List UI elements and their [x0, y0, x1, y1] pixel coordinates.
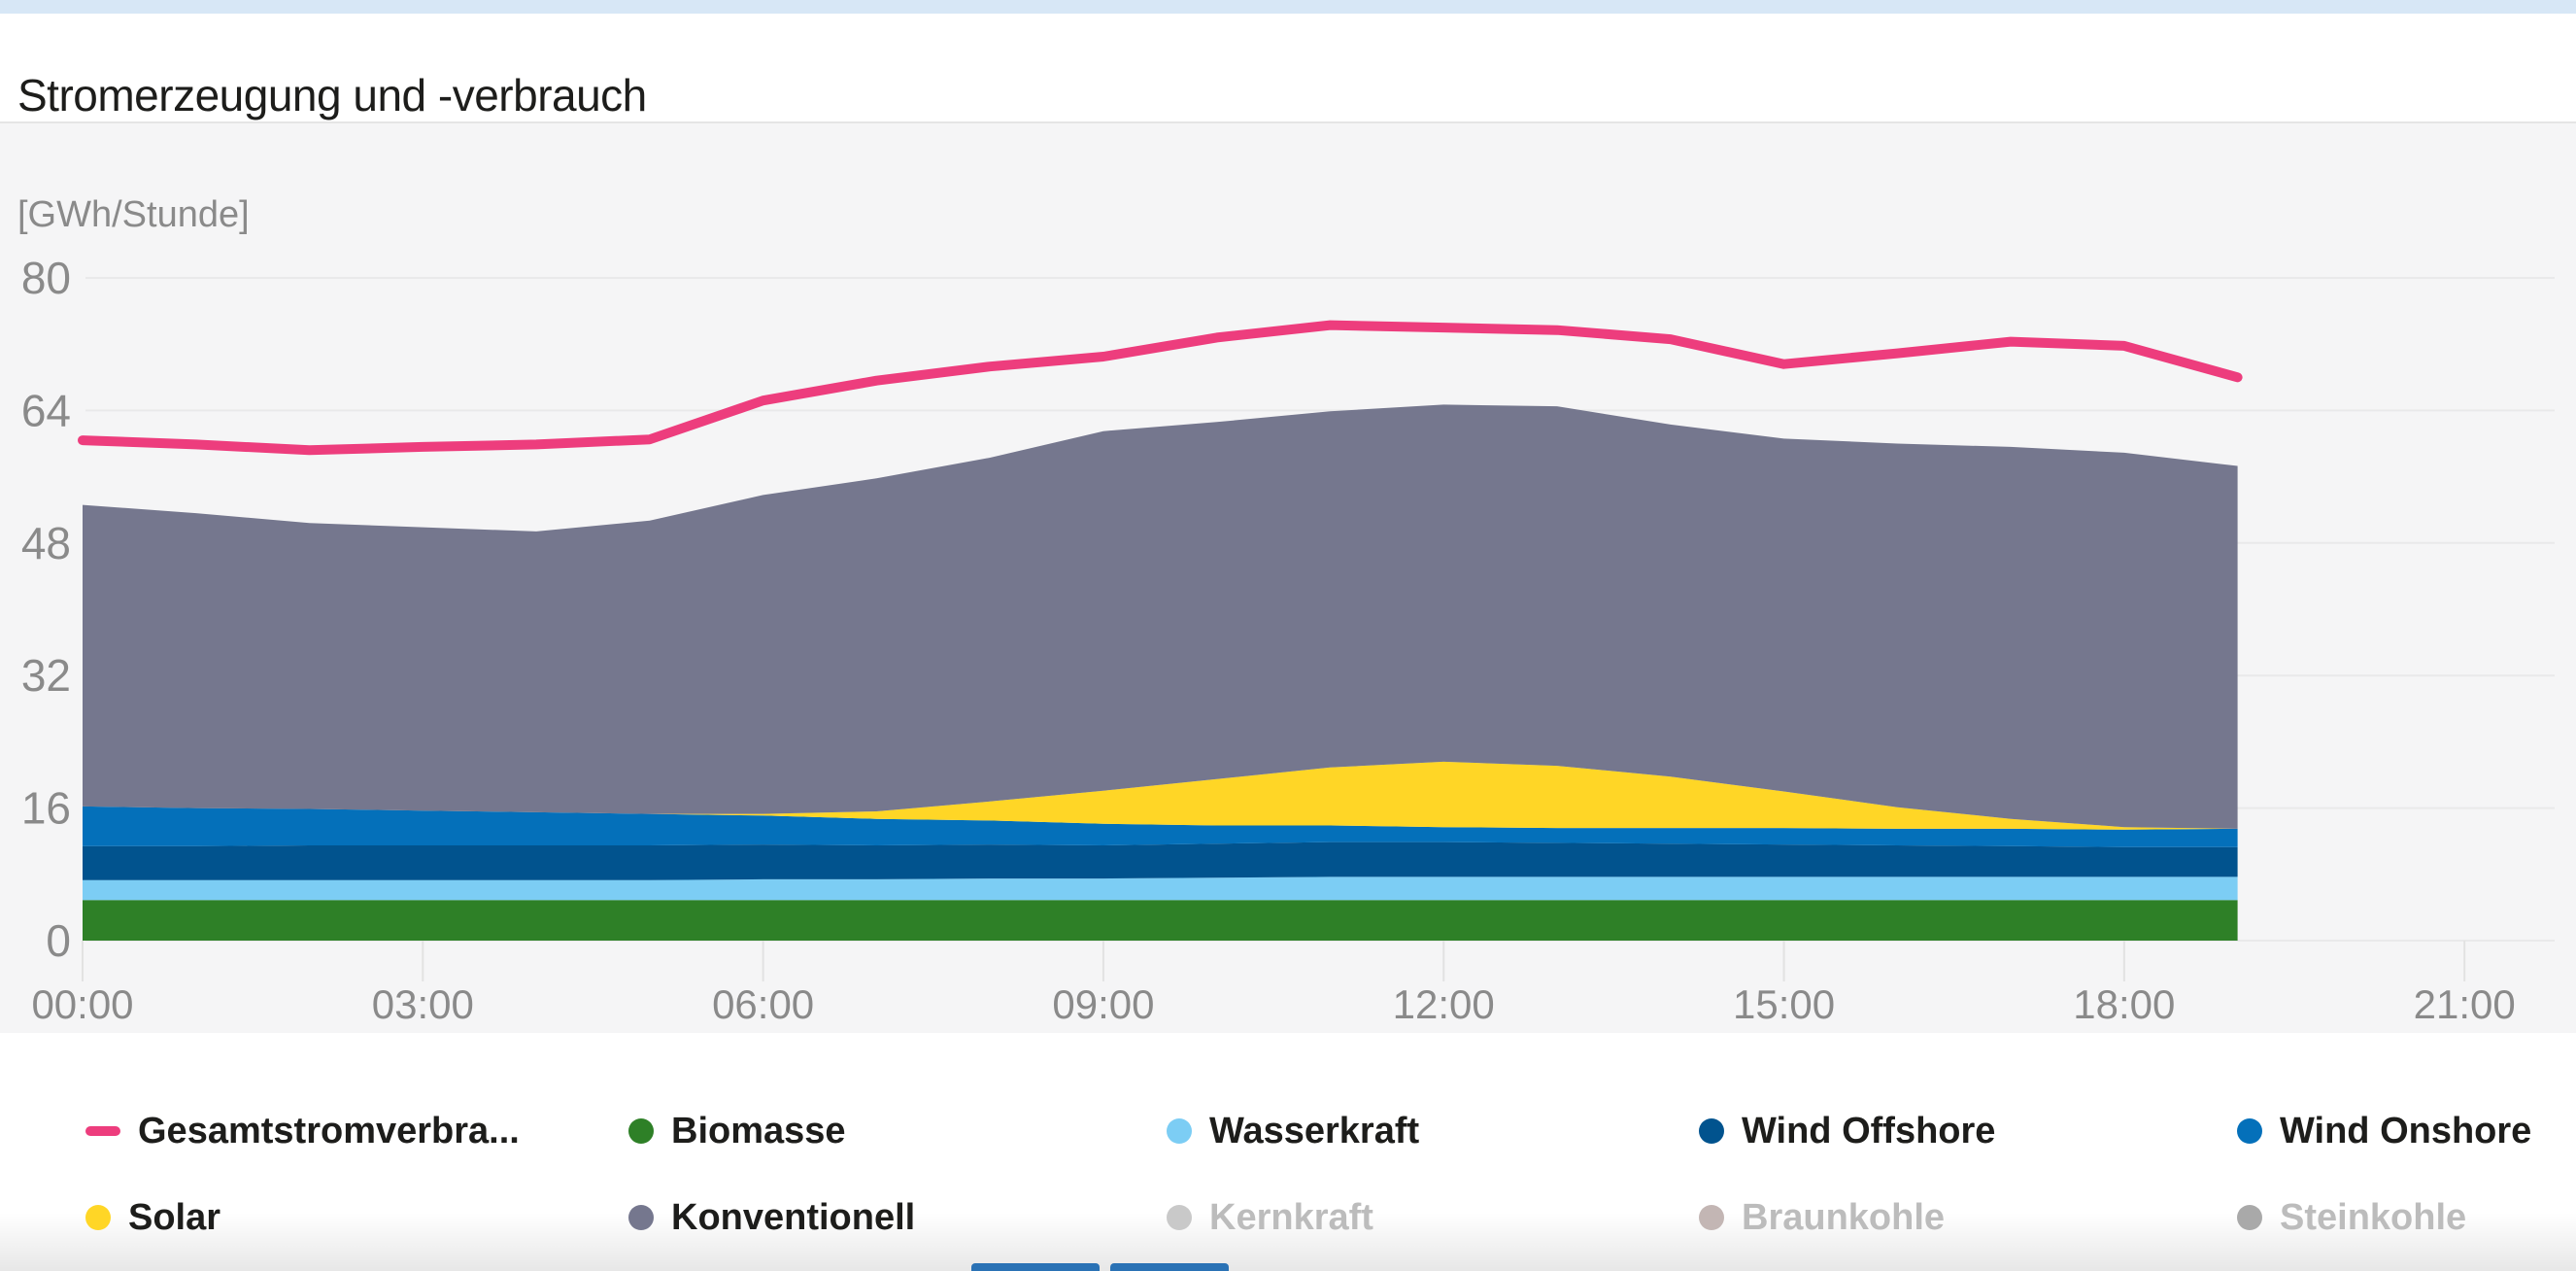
page-title: Stromerzeugung und -verbrauch	[17, 69, 647, 120]
legend-label: Kernkraft	[1209, 1196, 1373, 1238]
legend-marker-icon	[628, 1118, 654, 1144]
bottom-fade	[0, 1213, 2576, 1271]
legend-item-biomasse[interactable]: Biomasse	[628, 1108, 846, 1154]
legend-marker-icon	[1699, 1118, 1724, 1144]
legend-marker-icon	[85, 1126, 120, 1136]
legend-item-gesamtstromverbra[interactable]: Gesamtstromverbra...	[85, 1108, 520, 1154]
y-axis-unit-label: [GWh/Stunde]	[17, 194, 250, 235]
legend-marker-icon	[1167, 1205, 1192, 1230]
cutoff-button[interactable]	[1110, 1263, 1229, 1271]
legend-item-braunkohle[interactable]: Braunkohle	[1699, 1194, 1945, 1241]
legend-label: Steinkohle	[2280, 1196, 2467, 1238]
legend-marker-icon	[85, 1205, 111, 1230]
legend-label: Braunkohle	[1742, 1196, 1946, 1238]
legend-label: Wind Offshore	[1742, 1110, 1996, 1151]
legend-item-konventionell[interactable]: Konventionell	[628, 1194, 915, 1241]
top-page-strip	[0, 0, 2576, 14]
legend-label: Biomasse	[671, 1110, 846, 1151]
legend-label: Gesamtstromverbra...	[138, 1110, 520, 1151]
legend-marker-icon	[628, 1205, 654, 1230]
legend-item-kernkraft[interactable]: Kernkraft	[1167, 1194, 1373, 1241]
title-divider	[0, 121, 2576, 123]
legend-item-wind-onshore[interactable]: Wind Onshore	[2237, 1108, 2531, 1154]
legend-label: Wasserkraft	[1209, 1110, 1420, 1151]
legend-label: Konventionell	[671, 1196, 916, 1238]
cutoff-button[interactable]	[971, 1263, 1100, 1271]
legend-item-solar[interactable]: Solar	[85, 1194, 220, 1241]
legend-marker-icon	[2237, 1205, 2262, 1230]
legend-marker-icon	[1699, 1205, 1724, 1230]
chart-plot-background	[0, 123, 2576, 1033]
legend-item-wind-offshore[interactable]: Wind Offshore	[1699, 1108, 1995, 1154]
legend-marker-icon	[2237, 1118, 2262, 1144]
legend-item-steinkohle[interactable]: Steinkohle	[2237, 1194, 2466, 1241]
legend-item-wasserkraft[interactable]: Wasserkraft	[1167, 1108, 1419, 1154]
legend-marker-icon	[1167, 1118, 1192, 1144]
legend-label: Solar	[128, 1196, 221, 1238]
legend-label: Wind Onshore	[2280, 1110, 2532, 1151]
